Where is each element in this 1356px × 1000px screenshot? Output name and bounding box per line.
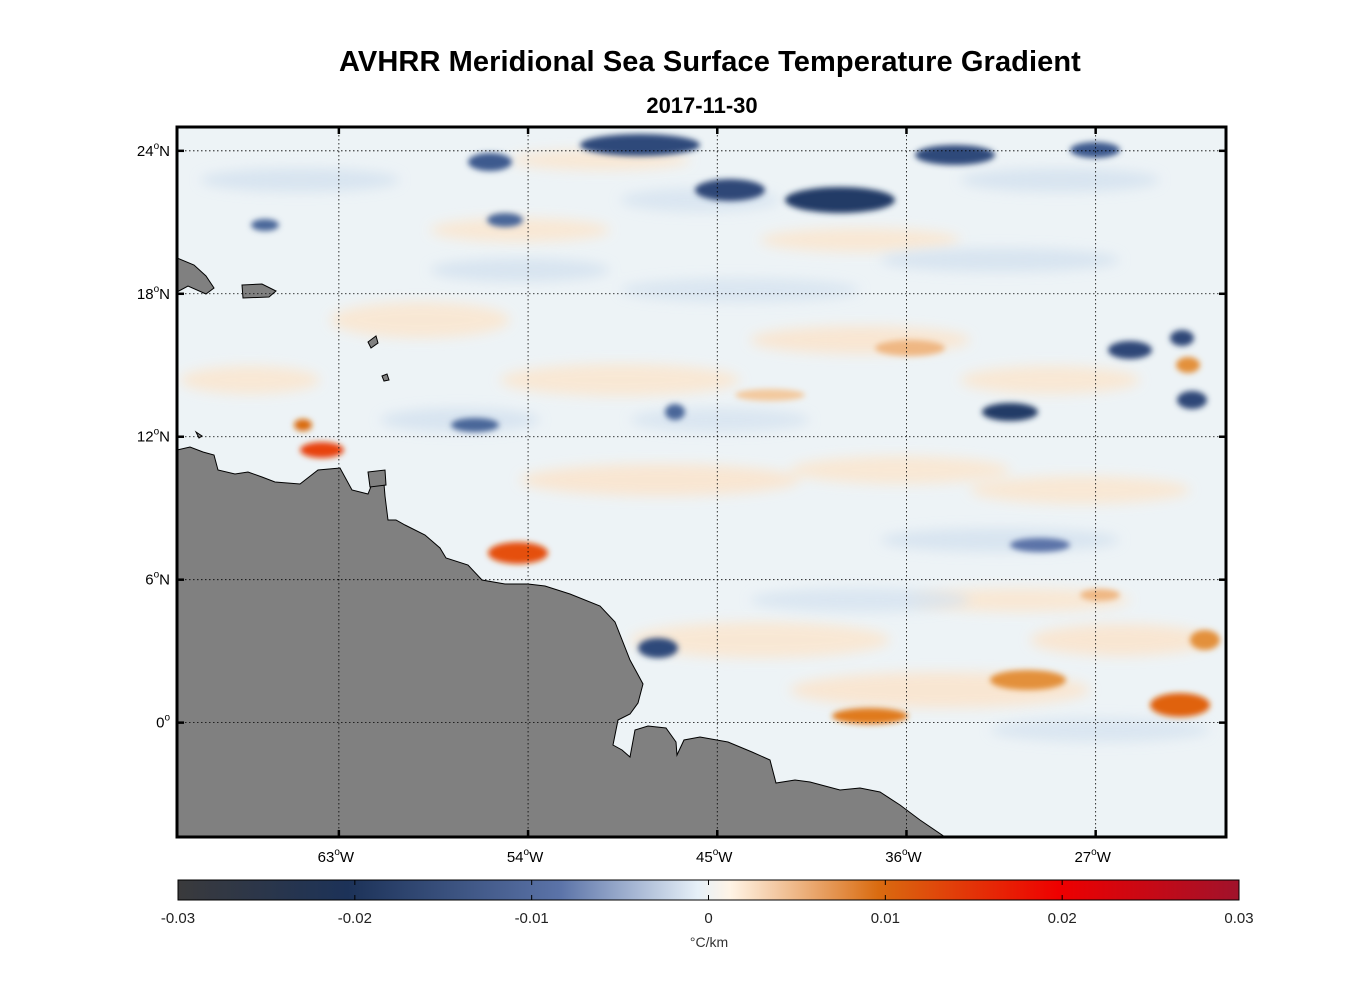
lat-tick-label: 24oN bbox=[137, 141, 170, 160]
colorbar-tick-label: -0.02 bbox=[338, 910, 372, 927]
colorbar-tick-label: 0.03 bbox=[1224, 910, 1253, 927]
lon-tick-value: 45 bbox=[696, 849, 713, 866]
strong-positive-anomalies bbox=[294, 340, 1220, 724]
colorbar-unit-label: °C/km bbox=[690, 934, 728, 950]
degree-sign: o bbox=[902, 847, 908, 858]
lon-tick-label: 36oW bbox=[885, 847, 922, 866]
degree-sign: o bbox=[713, 847, 719, 858]
island-hispaniola bbox=[177, 257, 215, 295]
lat-tick-label: 18oN bbox=[137, 284, 170, 303]
degree-sign: o bbox=[154, 427, 160, 438]
chart-title: AVHRR Meridional Sea Surface Temperature… bbox=[339, 46, 1081, 78]
sst-gradient-field bbox=[177, 134, 1220, 837]
lat-hemisphere: N bbox=[159, 429, 170, 446]
degree-sign: o bbox=[164, 713, 170, 724]
chart-subtitle: 2017-11-30 bbox=[646, 93, 758, 118]
colorbar-ticks: -0.03 -0.02 -0.01 0 0.01 0.02 0.03 bbox=[161, 880, 1254, 927]
lat-tick-value: 6 bbox=[145, 572, 153, 589]
lon-tick-value: 54 bbox=[507, 849, 524, 866]
colorbar-tick-label: -0.01 bbox=[515, 910, 549, 927]
lat-tick-value: 0 bbox=[156, 715, 164, 732]
lat-tick-label: 12oN bbox=[137, 427, 170, 446]
lon-tick-label: 27oW bbox=[1074, 847, 1111, 866]
island-martinique bbox=[381, 373, 390, 382]
island-grenada bbox=[194, 430, 203, 439]
degree-sign: o bbox=[154, 284, 160, 295]
lon-hemisphere: W bbox=[1097, 849, 1112, 866]
colorbar-tick-label: 0.01 bbox=[871, 910, 900, 927]
island-trinidad bbox=[367, 469, 387, 488]
degree-sign: o bbox=[334, 847, 340, 858]
degree-sign: o bbox=[1091, 847, 1097, 858]
lon-hemisphere: W bbox=[529, 849, 544, 866]
longitude-labels: 63oW 54oW 45oW 36oW 27oW bbox=[318, 847, 1112, 866]
island-puerto-rico bbox=[241, 283, 277, 299]
lon-tick-value: 63 bbox=[318, 849, 335, 866]
degree-sign: o bbox=[154, 141, 160, 152]
south-america-coast bbox=[177, 446, 946, 837]
lon-hemisphere: W bbox=[908, 849, 923, 866]
colorbar-tick-label: 0.02 bbox=[1048, 910, 1077, 927]
lat-tick-label: 6oN bbox=[145, 570, 170, 589]
lat-hemisphere: N bbox=[159, 286, 170, 303]
colorbar-tick-label: 0 bbox=[704, 910, 712, 927]
lat-tick-value: 18 bbox=[137, 286, 154, 303]
island-guadeloupe bbox=[367, 335, 379, 349]
lat-tick-value: 12 bbox=[137, 429, 154, 446]
degree-sign: o bbox=[154, 570, 160, 581]
lon-hemisphere: W bbox=[340, 849, 355, 866]
lat-hemisphere: N bbox=[159, 572, 170, 589]
colorbar: -0.03 -0.02 -0.01 0 0.01 0.02 0.03 °C/km bbox=[161, 879, 1254, 950]
lon-hemisphere: W bbox=[718, 849, 733, 866]
lon-tick-value: 36 bbox=[885, 849, 902, 866]
map-frame bbox=[175, 125, 1228, 839]
colorbar-tick-label: -0.03 bbox=[161, 910, 195, 927]
lon-tick-label: 54oW bbox=[507, 847, 544, 866]
lat-tick-label: 0o bbox=[156, 713, 170, 732]
land-masses bbox=[177, 257, 946, 837]
lon-tick-value: 27 bbox=[1074, 849, 1091, 866]
lon-tick-label: 45oW bbox=[696, 847, 733, 866]
degree-sign: o bbox=[524, 847, 530, 858]
lat-hemisphere: N bbox=[159, 143, 170, 160]
lat-tick-value: 24 bbox=[137, 143, 154, 160]
graticule bbox=[177, 127, 1226, 837]
lon-tick-label: 63oW bbox=[318, 847, 355, 866]
